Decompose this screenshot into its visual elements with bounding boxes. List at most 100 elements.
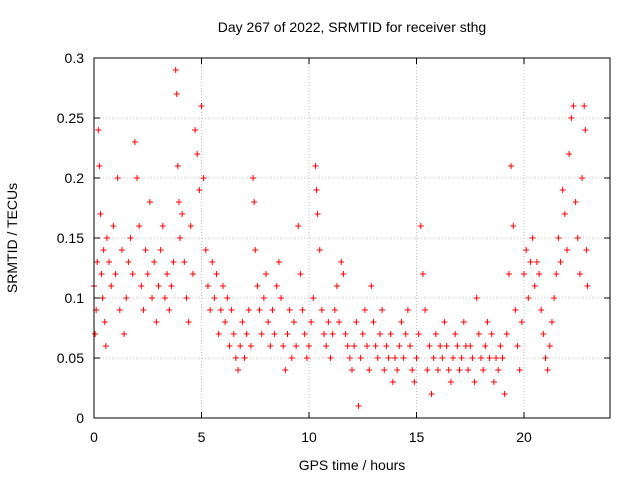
- data-point: [355, 403, 362, 409]
- data-point: [173, 91, 180, 97]
- data-point: [295, 223, 302, 229]
- data-point: [340, 271, 347, 277]
- data-point: [179, 211, 186, 217]
- data-point: [265, 319, 272, 325]
- data-point: [548, 319, 555, 325]
- data-point: [381, 367, 388, 373]
- data-point: [505, 271, 512, 277]
- data-point: [146, 199, 153, 205]
- data-point: [574, 235, 581, 241]
- data-point: [510, 223, 517, 229]
- data-point: [376, 331, 383, 337]
- data-point: [224, 295, 231, 301]
- data-point: [460, 319, 467, 325]
- data-point: [321, 331, 328, 337]
- data-point: [499, 355, 506, 361]
- data-point: [430, 355, 437, 361]
- data-point: [204, 283, 211, 289]
- data-point: [497, 343, 504, 349]
- data-point: [357, 355, 364, 361]
- data-point: [125, 259, 132, 265]
- data-point: [546, 343, 553, 349]
- data-point: [269, 307, 276, 313]
- data-point: [437, 343, 444, 349]
- data-point: [366, 367, 373, 373]
- x-tick-label: 0: [90, 429, 98, 445]
- data-point: [131, 139, 138, 145]
- data-point: [561, 211, 568, 217]
- data-point: [121, 331, 128, 337]
- data-point: [514, 343, 521, 349]
- data-point: [495, 367, 502, 373]
- data-point: [473, 295, 480, 301]
- data-point: [576, 271, 583, 277]
- data-point: [99, 295, 106, 301]
- data-point: [301, 331, 308, 337]
- data-point: [153, 319, 160, 325]
- data-point: [250, 175, 257, 181]
- data-point: [306, 343, 312, 349]
- data-point: [293, 343, 300, 349]
- data-point: [157, 247, 164, 253]
- data-point: [516, 367, 523, 373]
- data-point: [353, 319, 360, 325]
- data-point: [98, 271, 105, 277]
- data-point: [316, 247, 323, 253]
- data-point: [166, 307, 173, 313]
- y-tick-label: 0.15: [57, 230, 84, 246]
- data-point: [196, 187, 203, 193]
- data-point: [531, 283, 538, 289]
- data-point: [364, 343, 371, 349]
- data-point: [94, 259, 101, 265]
- data-point: [211, 295, 218, 301]
- data-point: [570, 103, 577, 109]
- data-point: [108, 283, 115, 289]
- data-point: [303, 355, 310, 361]
- data-point: [280, 343, 287, 349]
- data-point: [106, 259, 113, 265]
- data-point: [123, 295, 130, 301]
- data-point: [394, 367, 401, 373]
- y-tick-label: 0.25: [57, 110, 84, 126]
- data-point: [478, 355, 484, 361]
- data-point: [452, 331, 459, 337]
- data-point: [413, 355, 420, 361]
- y-tick-label: 0: [76, 410, 84, 426]
- data-point: [114, 175, 121, 181]
- data-point: [198, 103, 205, 109]
- data-point: [243, 331, 250, 337]
- data-point: [101, 319, 108, 325]
- data-point: [344, 343, 351, 349]
- data-point: [533, 259, 540, 265]
- data-point: [501, 391, 508, 397]
- data-point: [290, 319, 297, 325]
- data-point: [175, 199, 182, 205]
- data-point: [284, 331, 291, 337]
- data-point: [235, 367, 242, 373]
- data-point: [551, 295, 558, 301]
- data-point: [467, 343, 474, 349]
- data-point: [368, 283, 375, 289]
- data-point: [237, 343, 244, 349]
- data-point: [251, 199, 258, 205]
- data-point: [142, 247, 149, 253]
- data-point: [407, 343, 414, 349]
- data-point: [308, 319, 315, 325]
- data-point: [415, 331, 422, 337]
- data-point: [275, 259, 282, 265]
- data-point: [194, 151, 201, 157]
- data-point: [97, 211, 104, 217]
- data-point: [566, 151, 573, 157]
- data-point: [445, 367, 452, 373]
- data-point: [336, 319, 343, 325]
- data-point: [512, 307, 519, 313]
- data-point: [488, 331, 495, 337]
- data-point: [102, 343, 109, 349]
- data-point: [523, 247, 530, 253]
- data-point: [189, 271, 196, 277]
- data-point: [312, 163, 319, 169]
- data-point: [228, 307, 235, 313]
- data-point: [331, 307, 338, 313]
- y-tick-label: 0.3: [65, 50, 85, 66]
- data-point: [299, 307, 306, 313]
